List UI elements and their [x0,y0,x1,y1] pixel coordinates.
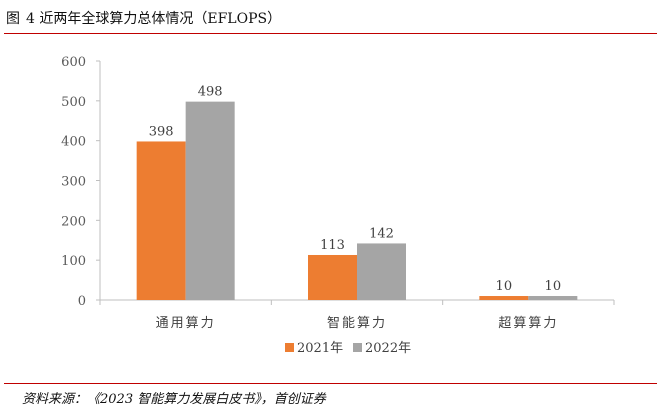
y-tick-label: 400 [61,135,86,150]
y-tick-label: 600 [61,55,86,70]
data-label: 10 [496,279,513,294]
figure-title-text: 近两年全球算力总体情况（EFLOPS） [39,11,282,27]
y-tick-label: 0 [78,294,86,309]
title-rule [4,33,657,34]
y-tick-label: 300 [61,175,86,190]
bar-2022 [185,101,235,300]
y-tick-label: 100 [61,254,86,269]
figure-number: 4 [26,11,35,27]
bar-2022 [357,243,406,300]
x-category-label: 智能算力 [327,316,387,331]
bar-2021 [479,296,529,300]
figure-label: 图 [6,11,20,27]
data-label: 498 [198,85,223,100]
legend-swatch [285,343,294,352]
bar-2021 [308,254,357,300]
legend-label: 2022年 [365,341,411,356]
data-label: 113 [320,238,345,253]
data-label: 142 [369,226,394,241]
x-category-label: 超算算力 [498,316,558,331]
bar-2021 [136,141,186,300]
y-tick-label: 200 [61,214,86,229]
source-rule [4,383,657,384]
data-label: 398 [149,124,174,139]
bar-2022 [528,296,578,300]
y-tick-label: 500 [61,95,86,110]
data-label: 10 [545,279,562,294]
legend-label: 2021年 [297,341,343,356]
x-category-label: 通用算力 [156,316,216,331]
source-note: 资料来源：《2023 智能算力发展白皮书》，首创证券 [22,392,326,407]
legend-swatch [353,343,362,352]
